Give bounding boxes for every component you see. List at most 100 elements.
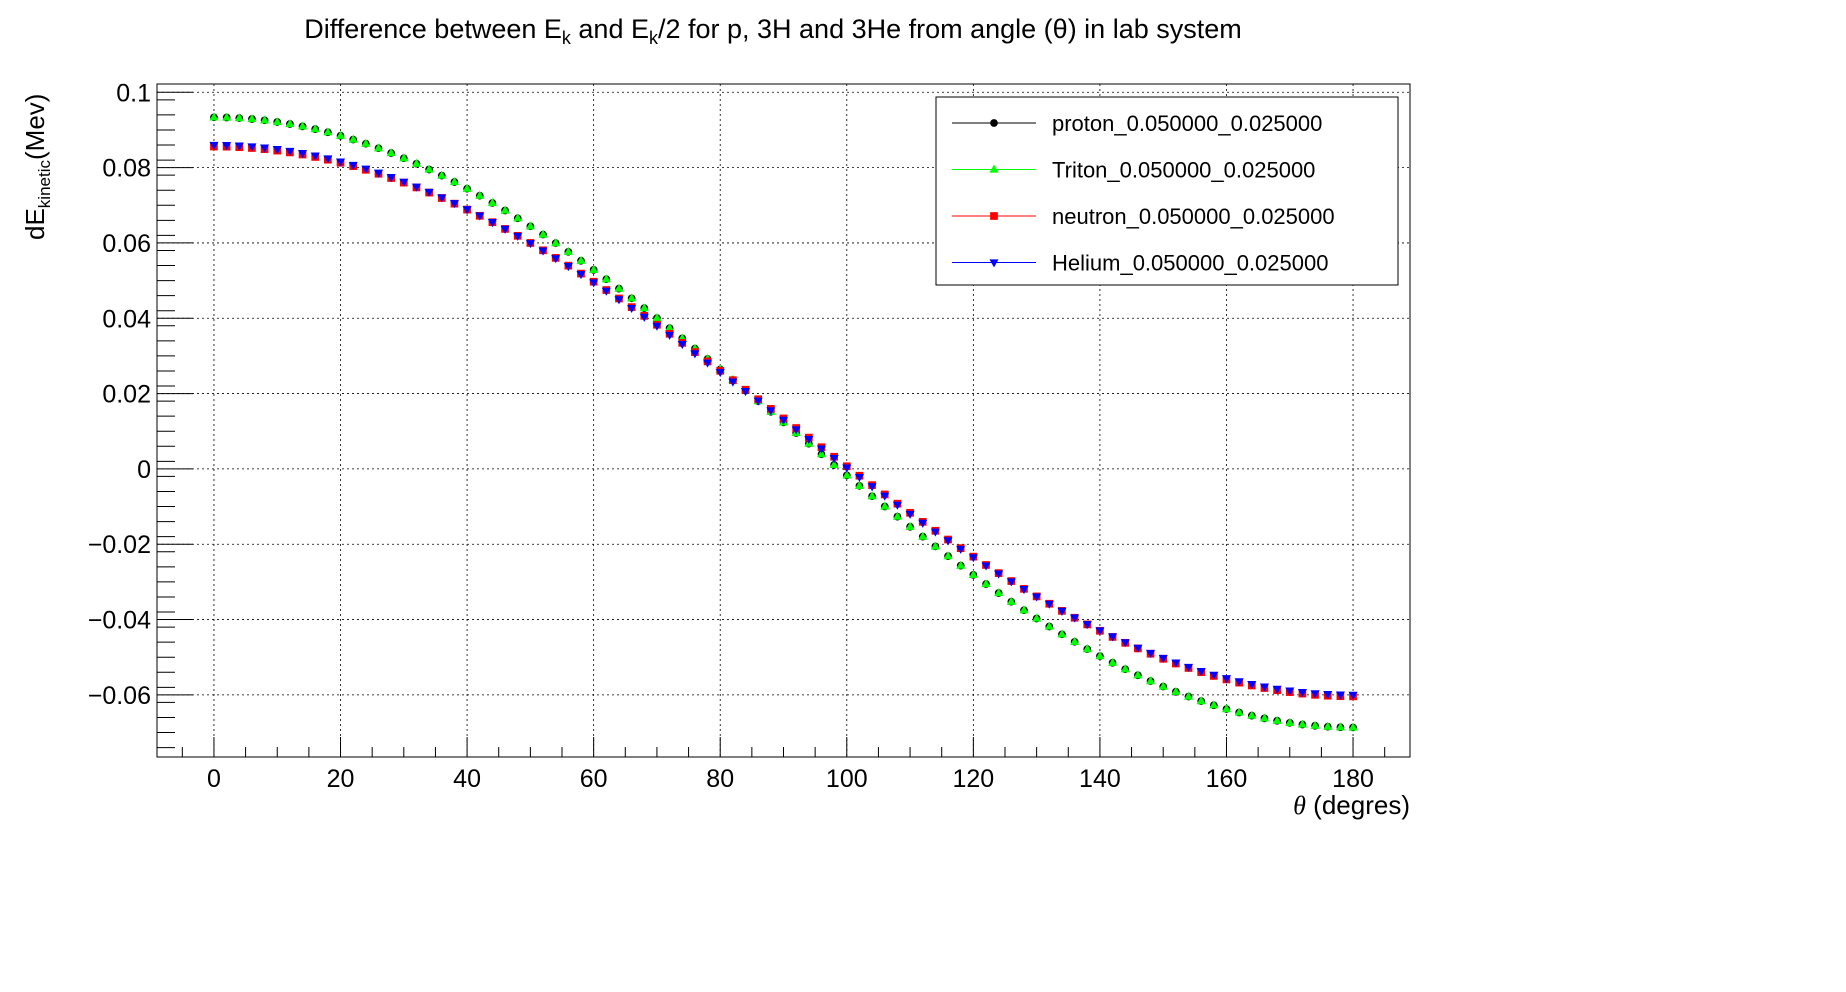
data-point <box>298 150 308 159</box>
data-point <box>1095 651 1105 660</box>
data-point <box>449 200 459 209</box>
axis-ticks: 0 20 40 60 80 100 120 140 160 180 0.1 0.08 0.06 0.04 0… <box>88 79 1386 793</box>
data-point <box>981 562 991 571</box>
data-point <box>500 205 510 214</box>
data-point <box>639 303 649 312</box>
data-point <box>285 119 295 128</box>
data-point <box>842 470 852 479</box>
data-point <box>576 271 586 280</box>
data-point <box>487 219 497 228</box>
data-point <box>804 435 814 445</box>
data-point <box>1221 675 1232 684</box>
data-point <box>361 138 371 147</box>
data-point <box>981 579 991 588</box>
x-tick-label: 100 <box>826 765 868 793</box>
data-point <box>740 388 751 397</box>
data-point <box>209 112 219 121</box>
data-point <box>1120 639 1130 648</box>
data-point <box>411 158 422 167</box>
y-tick-label: 0.06 <box>102 230 151 258</box>
y-tick-label: −0.02 <box>88 531 151 559</box>
data-point <box>1057 629 1067 638</box>
data-point <box>1158 681 1168 690</box>
data-point <box>234 142 244 151</box>
data-point <box>1019 586 1029 595</box>
data-point <box>1133 670 1143 679</box>
data-point <box>348 161 358 170</box>
x-tick-label: 40 <box>453 765 481 793</box>
data-point <box>1234 678 1244 687</box>
data-point <box>842 464 852 473</box>
data-point <box>1234 707 1244 716</box>
data-point <box>1082 621 1092 630</box>
data-point <box>298 121 308 130</box>
x-tick-label: 80 <box>706 765 734 793</box>
data-point <box>335 130 346 139</box>
data-point <box>614 283 624 292</box>
y-tick-label: 0.02 <box>102 381 151 409</box>
data-point <box>500 225 510 234</box>
data-point <box>424 164 434 173</box>
data-point <box>1019 605 1029 614</box>
data-point <box>563 263 573 272</box>
data-point <box>905 521 915 530</box>
data-point <box>1044 621 1054 630</box>
data-point <box>285 147 295 156</box>
data-point <box>1082 644 1092 653</box>
grid-lines <box>157 84 1410 757</box>
y-tick-label: 0 <box>137 456 151 484</box>
data-point <box>1209 671 1219 680</box>
legend-box <box>935 96 1399 286</box>
y-tick-label: −0.04 <box>88 607 151 635</box>
data-point <box>1209 700 1219 709</box>
data-point <box>1095 627 1105 636</box>
data-point <box>563 246 573 255</box>
data-point <box>538 229 548 238</box>
data-point <box>1272 685 1282 694</box>
data-point <box>1348 722 1358 731</box>
data-point <box>373 143 384 152</box>
data-point <box>1272 715 1282 724</box>
data-point <box>551 255 561 264</box>
data-point <box>677 341 687 350</box>
data-point <box>222 142 232 151</box>
data-point <box>1196 696 1206 705</box>
data-point <box>424 188 434 197</box>
data-point <box>867 483 877 492</box>
data-point <box>829 455 839 464</box>
data-point <box>1247 681 1257 690</box>
data-point <box>854 473 864 482</box>
data-point <box>1070 636 1080 645</box>
data-point <box>956 545 966 554</box>
data-point <box>690 350 700 359</box>
plot-frame <box>156 83 1411 758</box>
data-point <box>1335 691 1345 700</box>
data-point <box>475 190 485 199</box>
data-point <box>234 113 244 122</box>
data-point <box>475 212 485 221</box>
y-tick-label: 0.08 <box>102 155 151 183</box>
data-point <box>1196 667 1206 676</box>
data-point <box>994 570 1004 579</box>
data-point <box>918 531 928 540</box>
data-point <box>576 255 586 264</box>
data-point <box>1120 664 1130 673</box>
data-point <box>1323 721 1333 730</box>
legend-label: neutron_0.050000_0.025000 <box>1052 204 1335 229</box>
data-point <box>1259 713 1269 722</box>
data-point <box>1057 607 1067 616</box>
x-tick-label: 20 <box>327 765 355 793</box>
data-point <box>1145 649 1156 658</box>
data-point <box>880 501 890 510</box>
data-point <box>943 537 953 546</box>
data-point <box>260 115 270 124</box>
x-tick-label: 60 <box>580 765 608 793</box>
data-point <box>1335 722 1345 731</box>
data-point <box>335 158 346 167</box>
data-point <box>348 134 358 143</box>
data-point <box>968 570 978 579</box>
data-point <box>1006 596 1016 605</box>
data-point <box>905 510 915 519</box>
data-point <box>513 213 523 222</box>
data-point <box>272 117 282 126</box>
